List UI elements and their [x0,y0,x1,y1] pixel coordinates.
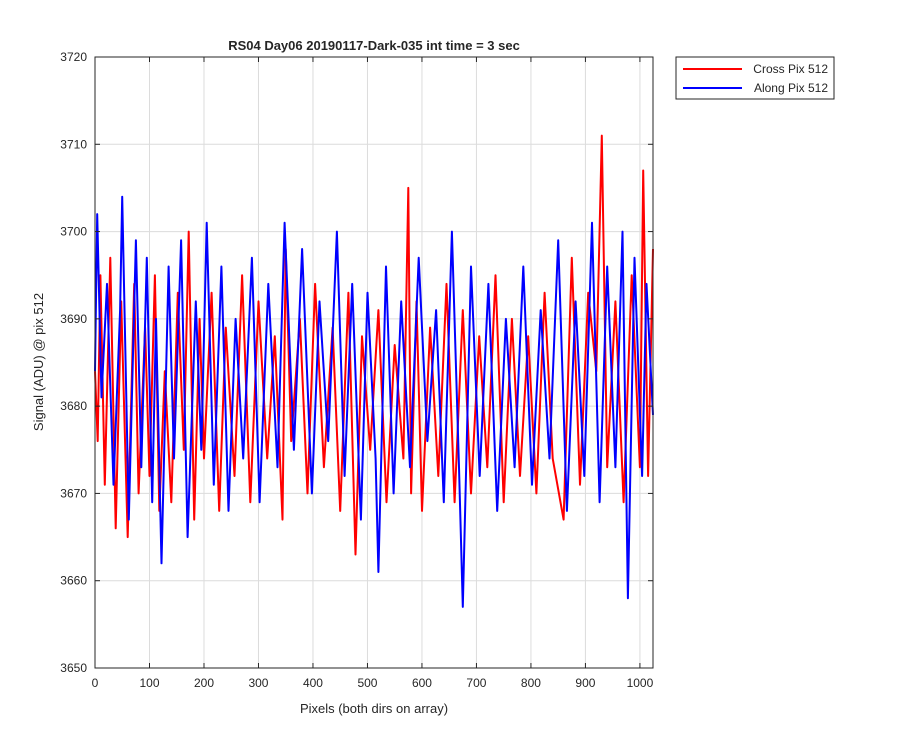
y-tick-label: 3720 [60,50,87,64]
x-tick-label: 800 [521,676,541,690]
x-tick-label: 200 [194,676,214,690]
x-tick-label: 900 [575,676,595,690]
x-tick-label: 700 [466,676,486,690]
x-axis-label: Pixels (both dirs on array) [300,701,448,716]
y-tick-label: 3660 [60,574,87,588]
x-tick-label: 1000 [627,676,654,690]
y-tick-label: 3670 [60,486,87,500]
series-line-along-pix-512 [94,195,654,608]
legend-label-along: Along Pix 512 [754,81,828,95]
x-tick-label: 400 [303,676,323,690]
plot-area [95,57,653,668]
y-tick-label: 3700 [60,225,87,239]
x-tick-label: 500 [357,676,377,690]
legend[interactable]: Cross Pix 512 Along Pix 512 [675,56,835,100]
chart-title: RS04 Day06 20190117-Dark-035 int time = … [228,38,520,53]
x-tick-label: 600 [412,676,432,690]
x-tick-label: 300 [248,676,268,690]
axis-ticks: 0 100 200 300 400 500 600 700 800 900 1000 3650 3660… [60,50,653,690]
legend-label-cross: Cross Pix 512 [753,62,828,76]
y-axis-label: Signal (ADU) @ pix 512 [31,293,46,431]
series-lines [94,134,654,608]
x-tick-label: 100 [139,676,159,690]
y-tick-label: 3650 [60,661,87,675]
y-tick-label: 3690 [60,312,87,326]
y-tick-label: 3680 [60,399,87,413]
series-line-cross-pix-512 [94,134,654,556]
plot-frame [94,56,654,669]
x-tick-label: 0 [92,676,99,690]
legend-box [675,56,835,100]
y-tick-label: 3710 [60,137,87,151]
